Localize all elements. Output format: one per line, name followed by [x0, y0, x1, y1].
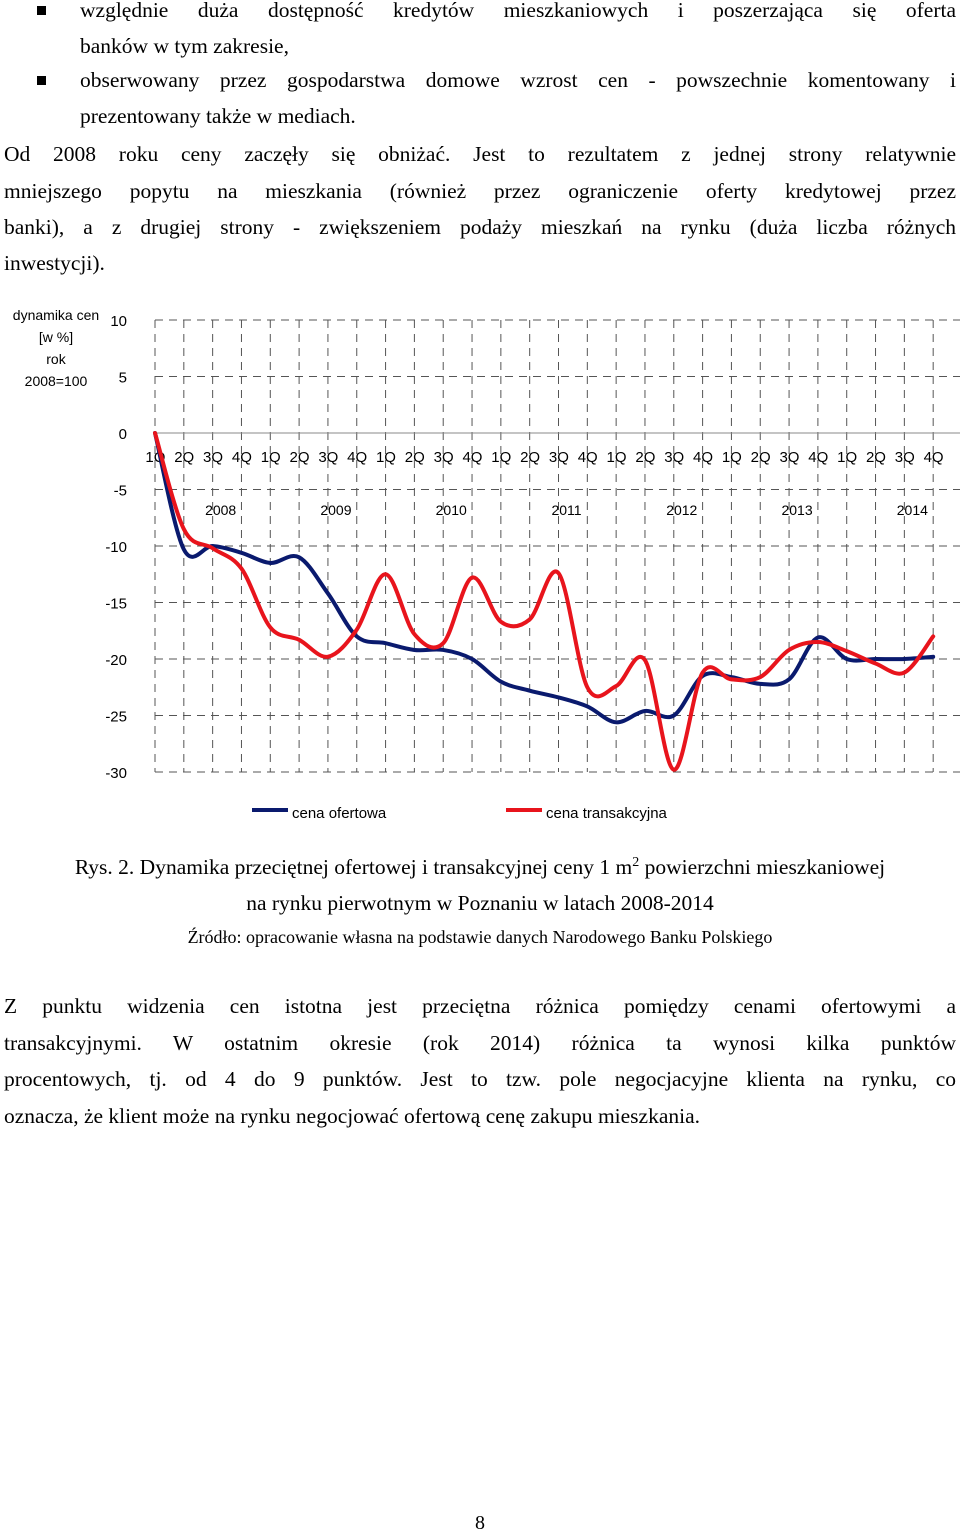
year-label: 2009: [320, 502, 351, 518]
x-tick-label: 1Q: [837, 449, 857, 466]
chart-legend: cena ofertowa cena transakcyjna: [252, 805, 668, 822]
figure-caption-line-1: Rys. 2. Dynamika przeciętnej ofertowej i…: [0, 855, 960, 880]
y-tick-label: -10: [105, 539, 127, 556]
bullet-text-line: prezentowany także w mediach.: [80, 104, 356, 128]
y-axis-label-line: 2008=100: [25, 373, 88, 389]
bullet-text-line: banków w tym zakresie,: [80, 34, 289, 58]
x-tick-label: 2Q: [751, 449, 771, 466]
conclusion-line: Z punktu widzenia cen istotna jest przec…: [4, 994, 956, 1018]
x-tick-label: 3Q: [434, 449, 454, 466]
conclusion-line: procentowych, tj. od 4 do 9 punktów. Jes…: [4, 1067, 956, 1091]
y-axis-label-line: dynamika cen: [13, 307, 99, 323]
x-tick-label: 2Q: [405, 449, 425, 466]
x-tick-label: 4Q: [578, 449, 598, 466]
x-tick-labels: 1Q 2Q 3Q 4Q 1Q 2Q 3Q 4Q 1Q 2Q 3Q 4Q 1Q 2Q 3Q 4Q 1Q 2Q 3Q 4Q…: [145, 449, 943, 466]
legend-label: cena transakcyjna: [546, 805, 668, 822]
paragraph-line: mniejszego popytu na mieszkania (również…: [4, 179, 956, 203]
y-axis-label-line: rok: [46, 351, 66, 367]
page-number: 8: [475, 1512, 485, 1534]
year-label: 2011: [551, 502, 581, 518]
x-tick-label: 4Q: [232, 449, 252, 466]
paragraph-line: banki), a z drugiej strony - zwiększenie…: [4, 215, 956, 239]
year-label: 2010: [436, 502, 467, 518]
x-tick-label: 3Q: [664, 449, 684, 466]
y-tick-label: -5: [114, 483, 127, 500]
bullet-marker: [37, 76, 46, 85]
figure-source: Źródło: opracowanie własna na podstawie …: [187, 927, 773, 947]
y-tick-label: -20: [105, 652, 127, 669]
conclusion-line: oznacza, że klient może na rynku negocjo…: [4, 1104, 701, 1128]
x-tick-label: 1Q: [722, 449, 742, 466]
x-tick-label: 1Q: [376, 449, 396, 466]
x-tick-label: 3Q: [549, 449, 569, 466]
y-tick-label: -15: [105, 596, 127, 613]
year-label: 2014: [897, 502, 928, 518]
figure-caption-line-2: na rynku pierwotnym w Poznaniu w latach …: [246, 891, 714, 915]
x-tick-label: 4Q: [808, 449, 828, 466]
x-tick-label: 1Q: [607, 449, 627, 466]
x-tick-label: 3Q: [895, 449, 915, 466]
y-tick-labels: 10 5 0 -5 -10 -15 -20 -25 -30: [105, 313, 127, 782]
year-label: 2008: [205, 502, 236, 518]
x-tick-label: 3Q: [318, 449, 338, 466]
x-tick-label: 1Q: [261, 449, 281, 466]
year-labels: 2008 2009 2010 2011 2012 2013 2014: [205, 502, 928, 518]
bullet-marker: [37, 6, 46, 15]
y-tick-label: 10: [110, 313, 127, 330]
x-tick-label: 2Q: [866, 449, 886, 466]
year-label: 2013: [781, 502, 812, 518]
x-tick-label: 2Q: [520, 449, 540, 466]
x-tick-label: 4Q: [693, 449, 713, 466]
caption-text: powierzchni mieszkaniowej: [639, 855, 886, 880]
chart-grid: [154, 319, 960, 773]
y-axis-label: dynamika cen [w %] rok 2008=100: [13, 307, 99, 389]
y-tick-label: -30: [105, 765, 127, 782]
x-tick-label: 4Q: [924, 449, 944, 466]
conclusion-line: transakcyjnymi. W ostatnim okresie (rok …: [4, 1031, 956, 1055]
legend-label: cena ofertowa: [292, 805, 387, 822]
year-label: 2012: [666, 502, 697, 518]
x-tick-label: 2Q: [290, 449, 310, 466]
x-tick-label: 1Q: [491, 449, 511, 466]
x-tick-label: 4Q: [462, 449, 482, 466]
caption-text: Rys. 2. Dynamika przeciętnej ofertowej i…: [74, 855, 633, 880]
x-tick-label: 3Q: [203, 449, 223, 466]
y-tick-label: 0: [119, 426, 127, 443]
y-tick-label: 5: [119, 370, 127, 387]
x-tick-label: 4Q: [347, 449, 367, 466]
bullet-text-line: obserwowany przez gospodarstwa domowe wz…: [80, 68, 956, 92]
price-dynamics-chart: dynamika cen [w %] rok 2008=100 10 5 0 -5 -10 -1…: [13, 307, 960, 822]
chart-series: [153, 431, 936, 772]
y-axis-label-line: [w %]: [39, 329, 73, 345]
series-line-transaction-price: [153, 431, 936, 772]
y-tick-label: -25: [105, 709, 127, 726]
bullet-text-line: względnie duża dostępność kredytów miesz…: [80, 0, 956, 22]
x-tick-label: 2Q: [635, 449, 655, 466]
caption-superscript: 2: [632, 855, 640, 870]
paragraph-line: Od 2008 roku ceny zaczęły się obniżać. J…: [4, 142, 956, 166]
paragraph-line: inwestycji).: [4, 251, 105, 275]
series-line-offer-price: [153, 431, 936, 725]
x-tick-label: 2Q: [174, 449, 194, 466]
x-tick-label: 3Q: [779, 449, 799, 466]
